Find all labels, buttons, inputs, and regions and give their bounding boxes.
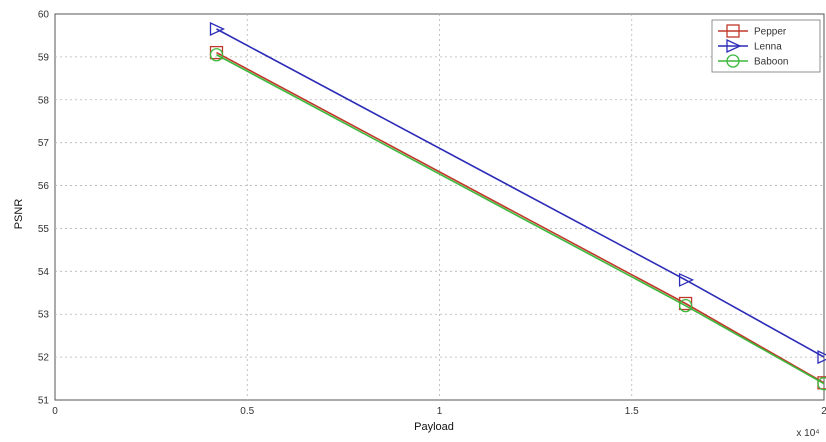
legend-label: Pepper (754, 27, 787, 38)
legend-marker (726, 24, 740, 38)
series-lenna (209, 21, 826, 365)
y-tick-label: 57 (38, 138, 50, 149)
legend: Pepper Lenna Baboon (711, 19, 821, 73)
series-baboon (209, 48, 826, 391)
y-tick-label: 59 (38, 52, 50, 63)
series-line (216, 51, 825, 384)
data-point-triangle (817, 350, 826, 365)
x-tick-label: 1.5 (625, 406, 639, 417)
data-point-triangle (209, 21, 226, 37)
x-tick-label: 0 (52, 406, 58, 417)
legend-item-baboon: Baboon (718, 54, 788, 68)
y-tick-label: 60 (38, 10, 50, 21)
data-point-circle (209, 48, 224, 62)
y-tick-label: 55 (38, 224, 50, 235)
y-tick-label: 56 (38, 181, 50, 192)
y-tick-label: 58 (38, 95, 50, 106)
plot-area (54, 13, 825, 401)
series-line (216, 54, 825, 385)
x-multiplier-label: x 10⁴ (796, 428, 819, 439)
x-tick-labels: 0 0.5 1 1.5 2 (52, 406, 826, 417)
x-tick-label: 2 (821, 406, 826, 417)
data-point-circle (678, 298, 693, 313)
data-series (209, 21, 826, 391)
series-line (216, 28, 825, 358)
y-tick-labels: 51 52 53 54 55 56 57 58 59 60 (38, 10, 50, 407)
y-tick-label: 51 (38, 396, 50, 407)
legend-marker (726, 38, 742, 54)
y-axis-label: PSNR (13, 199, 25, 230)
legend-item-lenna: Lenna (718, 38, 782, 54)
y-tick-label: 52 (38, 353, 50, 364)
legend-label: Baboon (754, 57, 788, 68)
y-tick-label: 53 (38, 310, 50, 321)
x-tick-label: 1 (437, 406, 443, 417)
legend-item-pepper: Pepper (718, 24, 787, 38)
x-tick-label: 0.5 (240, 406, 254, 417)
legend-label: Lenna (754, 42, 782, 53)
x-axis-label: Payload (414, 421, 454, 433)
y-tick-label: 54 (38, 267, 50, 278)
data-point-triangle (678, 272, 695, 287)
grid-lines (55, 14, 824, 400)
data-point-circle (817, 377, 826, 391)
legend-marker (726, 54, 740, 68)
